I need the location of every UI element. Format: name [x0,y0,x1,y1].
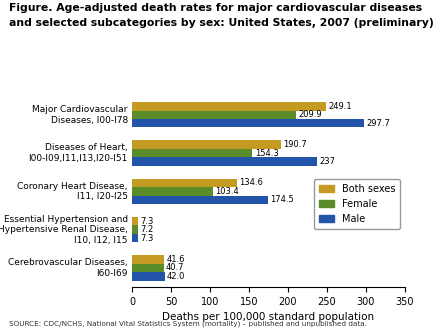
Bar [132,111,296,119]
Bar [132,149,252,157]
Bar [132,217,138,225]
Legend: Both sexes, Female, Male: Both sexes, Female, Male [314,179,400,229]
Text: 297.7: 297.7 [367,119,390,128]
Text: 40.7: 40.7 [166,263,184,273]
Bar [132,255,165,264]
Text: 7.3: 7.3 [140,234,154,243]
Text: 134.6: 134.6 [239,179,263,187]
Text: 7.3: 7.3 [140,217,154,226]
Text: 103.4: 103.4 [215,187,238,196]
Text: 41.6: 41.6 [167,255,185,264]
Bar [132,119,364,127]
Text: 237: 237 [319,157,335,166]
Text: 209.9: 209.9 [298,110,322,119]
Text: and selected subcategories by sex: United States, 2007 (preliminary): and selected subcategories by sex: Unite… [9,18,433,28]
Bar [132,187,213,196]
Bar [132,141,281,149]
Bar [132,264,164,272]
Bar [132,234,138,242]
Text: 42.0: 42.0 [167,272,185,281]
Bar [132,225,138,234]
Bar [132,157,317,166]
Text: 154.3: 154.3 [255,148,279,158]
Text: 249.1: 249.1 [329,102,352,111]
Text: SOURCE: CDC/NCHS, National Vital Statistics System (mortality) – published and u: SOURCE: CDC/NCHS, National Vital Statist… [9,320,367,327]
Bar [132,102,326,111]
Text: Figure. Age-adjusted death rates for major cardiovascular diseases: Figure. Age-adjusted death rates for maj… [9,3,422,13]
Text: 190.7: 190.7 [283,140,307,149]
X-axis label: Deaths per 100,000 standard population: Deaths per 100,000 standard population [162,313,374,322]
Text: 7.2: 7.2 [140,225,153,234]
Bar [132,196,268,204]
Bar [132,179,237,187]
Bar [132,272,165,280]
Text: 174.5: 174.5 [270,195,294,204]
